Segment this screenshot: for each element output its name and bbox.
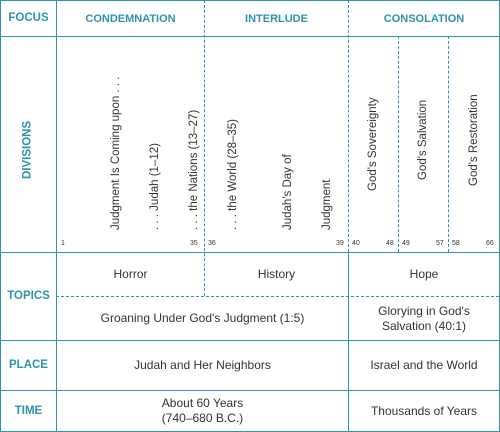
rule	[0, 252, 500, 253]
focus-label: FOCUS	[8, 12, 49, 24]
dashed-divider	[348, 0, 349, 252]
rule	[56, 0, 57, 432]
focus-consolation: CONSOLATION	[383, 12, 465, 25]
rule	[0, 0, 1, 432]
division-line: . . . Judah (1–12)	[149, 143, 161, 230]
chapter-number: 35	[190, 240, 198, 247]
chapter-number: 36	[208, 240, 216, 247]
chapter-number: 48	[386, 240, 394, 247]
division-line: Judgment Is Coming upon . . .	[110, 76, 122, 230]
division-line: . . . the World (28–35)	[227, 118, 239, 230]
time-60-years: About 60 Years (740–680 B.C.)	[57, 391, 348, 431]
rule	[348, 252, 349, 432]
dashed-divider	[448, 36, 449, 252]
rule	[0, 0, 500, 1]
chapter-number: 39	[336, 240, 344, 247]
chapter-number: 40	[352, 240, 360, 247]
place-judah: Judah and Her Neighbors	[134, 358, 271, 372]
dashed-divider	[56, 296, 499, 297]
divisions-label: DIVISIONS	[21, 120, 34, 180]
division-restoration: God's Restoration	[468, 94, 480, 186]
chapter-number: 57	[436, 240, 444, 247]
chapter-number: 66	[486, 240, 494, 247]
topics-label: TOPICS	[7, 290, 50, 302]
time-label: TIME	[14, 404, 43, 417]
rule	[0, 36, 500, 37]
dashed-divider	[398, 36, 399, 252]
division-line: Judah's Day of	[282, 154, 294, 230]
place-israel: Israel and the World	[370, 358, 478, 372]
rule	[0, 340, 500, 341]
topic-hope: Hope	[409, 267, 439, 281]
division-judah-day: Judah's Day of Judgment	[256, 140, 360, 230]
division-salvation: God's Salvation	[417, 99, 429, 180]
topic-horror: Horror	[113, 267, 148, 281]
rule	[0, 390, 500, 391]
division-sovereignty: God's Sovereignty	[367, 97, 379, 191]
division-judgment: Judgment Is Coming upon . . . . . . Juda…	[84, 56, 266, 230]
division-line: . . . the Nations (13–27)	[188, 109, 200, 230]
topic-glorying: Glorying in God's Salvation (40:1)	[378, 303, 470, 333]
time-60-years-dates: (740–680 B.C.)	[161, 411, 244, 425]
chapter-number: 1	[61, 240, 65, 247]
focus-interlude: INTERLUDE	[245, 12, 308, 25]
dashed-divider	[204, 0, 205, 296]
time-thousands: Thousands of Years	[370, 403, 478, 418]
time-60-years-label: About 60 Years	[161, 396, 244, 410]
topic-history: History	[257, 267, 296, 281]
division-line: Judgment	[321, 179, 333, 230]
focus-condemnation: CONDEMNATION	[85, 12, 176, 25]
topic-groaning: Groaning Under God's Judgment (1:5)	[100, 311, 305, 325]
chapter-number: 58	[452, 240, 460, 247]
chapter-number: 49	[402, 240, 410, 247]
place-label: PLACE	[9, 359, 48, 371]
